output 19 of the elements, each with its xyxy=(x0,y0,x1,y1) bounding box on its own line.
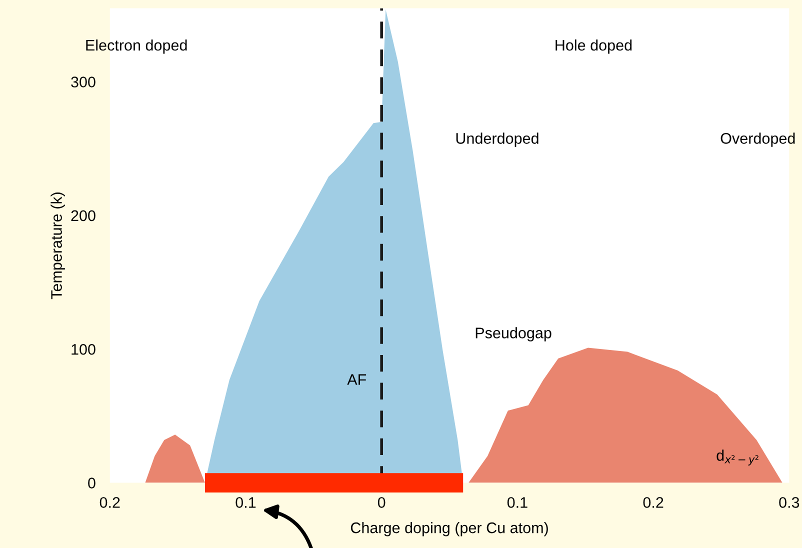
x-tick-label: 0.1 xyxy=(507,497,528,508)
annotation: AF xyxy=(347,374,366,385)
annotation: d$_{x²−y²}$ xyxy=(716,450,758,466)
annotation: Electron doped xyxy=(86,39,187,54)
y-tick-label: 0 xyxy=(88,478,96,488)
annotation: Overdoped xyxy=(720,132,795,147)
x-tick-label: 0.1 xyxy=(236,497,256,508)
x-tick-label: 0.3 xyxy=(779,497,800,508)
x-tick-label: 0.2 xyxy=(100,497,120,508)
annotation: Pseudogap xyxy=(476,327,552,342)
y-tick-label: 300 xyxy=(71,76,96,88)
x-axis-title: Charge doping (per Cu atom) xyxy=(350,522,548,536)
y-tick-label: 100 xyxy=(72,344,96,355)
annotation: Hole doped xyxy=(556,39,632,54)
x-tick-label: 0.2 xyxy=(643,497,664,508)
y-axis-title: Temperature (k) xyxy=(50,192,65,300)
y-tick-label: 200 xyxy=(71,210,96,222)
annotation: Underdoped xyxy=(456,132,538,147)
x-tick-label: 0 xyxy=(378,497,386,508)
